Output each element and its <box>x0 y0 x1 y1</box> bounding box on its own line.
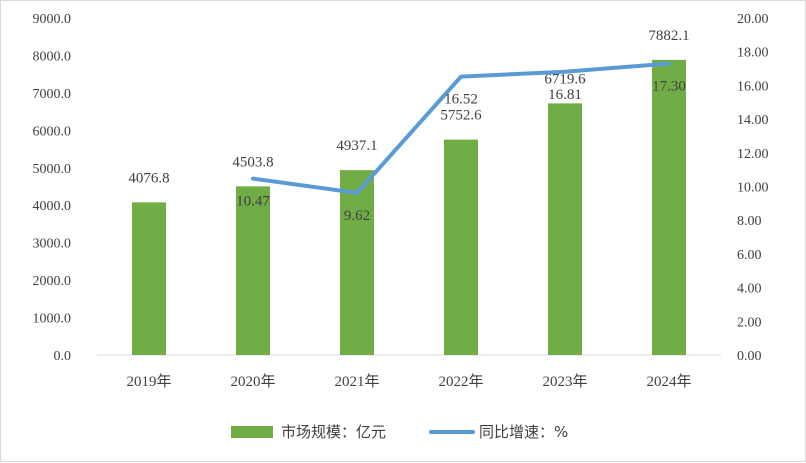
right-axis-ticks: 0.00 2.00 4.00 6.00 8.00 10.00 12.00 14.00 16.00… <box>737 12 769 364</box>
line-data-label: 16.81 <box>548 87 582 103</box>
line-series <box>251 61 671 195</box>
bar-series <box>132 59 686 356</box>
right-axis-tick-label: 10.00 <box>737 181 769 196</box>
right-axis-tick-label: 0.00 <box>737 349 762 364</box>
bar-data-label: 4937.1 <box>336 138 377 154</box>
bar-data-labels: 4076.8 4503.8 4937.1 5752.6 6719.6 7882.1 <box>128 28 689 186</box>
bar-data-label: 7882.1 <box>648 28 689 44</box>
left-axis-tick-label: 3000.0 <box>33 237 72 252</box>
bar <box>652 59 686 356</box>
line-data-label: 9.62 <box>344 208 370 224</box>
left-axis-tick-label: 2000.0 <box>33 274 72 289</box>
bar <box>340 170 374 355</box>
line-data-label: 17.30 <box>652 78 686 94</box>
left-axis-ticks: 0.0 1000.0 2000.0 3000.0 4000.0 5000.0 6000.0 7… <box>33 12 72 364</box>
line-data-labels: 10.47 9.62 16.52 16.81 17.30 <box>236 78 686 223</box>
right-axis-tick-label: 14.00 <box>737 113 769 128</box>
growth-rate-line <box>251 61 671 195</box>
left-axis-tick-label: 7000.0 <box>33 87 72 102</box>
x-axis-label: 2019年 <box>126 373 171 390</box>
right-axis-tick-label: 18.00 <box>737 46 769 61</box>
left-axis-tick-label: 4000.0 <box>33 199 72 214</box>
legend: 市场规模：亿元 同比增速：% <box>231 423 568 441</box>
x-axis-label: 2023年 <box>542 373 587 390</box>
legend-swatch-bar <box>231 426 273 438</box>
legend-label-line: 同比增速：% <box>479 423 568 441</box>
bar <box>444 139 478 355</box>
left-axis-tick-label: 6000.0 <box>33 124 72 139</box>
left-axis-tick-label: 0.0 <box>54 349 72 364</box>
legend-label-bar: 市场规模：亿元 <box>281 423 386 441</box>
bar-data-label: 5752.6 <box>440 108 482 124</box>
right-axis-tick-label: 6.00 <box>737 248 762 263</box>
bar-data-label: 4076.8 <box>128 170 169 186</box>
right-axis-tick-label: 16.00 <box>737 79 769 94</box>
x-axis-label: 2021年 <box>334 373 379 390</box>
x-axis-label: 2024年 <box>646 373 691 390</box>
left-axis-tick-label: 5000.0 <box>33 162 72 177</box>
bar <box>548 103 582 356</box>
right-axis-tick-label: 12.00 <box>737 147 769 162</box>
right-axis-tick-label: 4.00 <box>737 282 762 297</box>
left-axis-tick-label: 1000.0 <box>33 312 72 327</box>
x-axis-label: 2020年 <box>230 373 275 390</box>
bar-data-label: 6719.6 <box>544 71 586 87</box>
right-axis-tick-label: 8.00 <box>737 214 762 229</box>
right-axis-tick-label: 2.00 <box>737 315 762 330</box>
left-axis-tick-label: 8000.0 <box>33 49 72 64</box>
bar <box>132 202 166 355</box>
left-axis-tick-label: 9000.0 <box>33 12 72 27</box>
line-data-label: 16.52 <box>444 92 478 108</box>
x-axis-labels: 2019年 2020年 2021年 2022年 2023年 2024年 <box>126 373 691 390</box>
bar <box>236 186 270 355</box>
line-data-label: 10.47 <box>236 194 270 210</box>
bar-data-label: 4503.8 <box>232 154 273 170</box>
x-axis-label: 2022年 <box>438 373 483 390</box>
right-axis-tick-label: 20.00 <box>737 12 769 27</box>
